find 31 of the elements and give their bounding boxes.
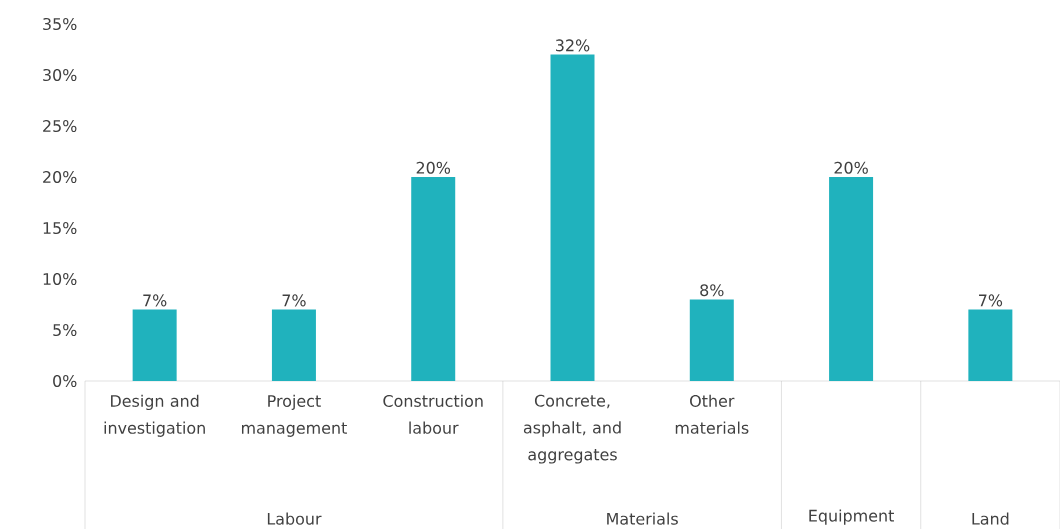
y-tick-label: 20% [43, 170, 77, 184]
x-tick-label: Other materials [675, 394, 749, 434]
bar [689, 299, 734, 381]
x-tick-label: Project management [241, 394, 347, 437]
y-tick-label: 35% [43, 17, 77, 31]
y-tick-label: 30% [43, 68, 77, 82]
bar [968, 309, 1013, 381]
y-tick-label: 25% [43, 119, 77, 133]
y-tick-label: 15% [43, 221, 77, 235]
x-tick-label: Design and investigation [104, 394, 205, 437]
data-label: 32% [556, 39, 590, 52]
bar [411, 177, 456, 381]
data-label: 20% [416, 161, 451, 174]
text: Materials [607, 512, 678, 525]
text: Equipment [809, 509, 894, 525]
data-label: 7% [979, 294, 1003, 307]
y-tick-label: 5% [53, 323, 77, 337]
x-tick-label: Concrete, asphalt, and aggregates [523, 394, 621, 464]
bar [271, 309, 316, 381]
y-tick-label: 10% [43, 272, 77, 286]
data-label: 20% [834, 161, 868, 174]
data-label: 7% [282, 294, 306, 307]
bar [550, 54, 595, 381]
y-tick-label: 0% [53, 374, 77, 388]
data-label: 8% [700, 284, 724, 297]
text: Labour [267, 512, 322, 525]
bar [829, 177, 874, 381]
text: Land [972, 512, 1009, 525]
x-tick-label: Construction labour [383, 394, 483, 434]
data-label: 7% [143, 294, 167, 307]
bar [132, 309, 177, 381]
